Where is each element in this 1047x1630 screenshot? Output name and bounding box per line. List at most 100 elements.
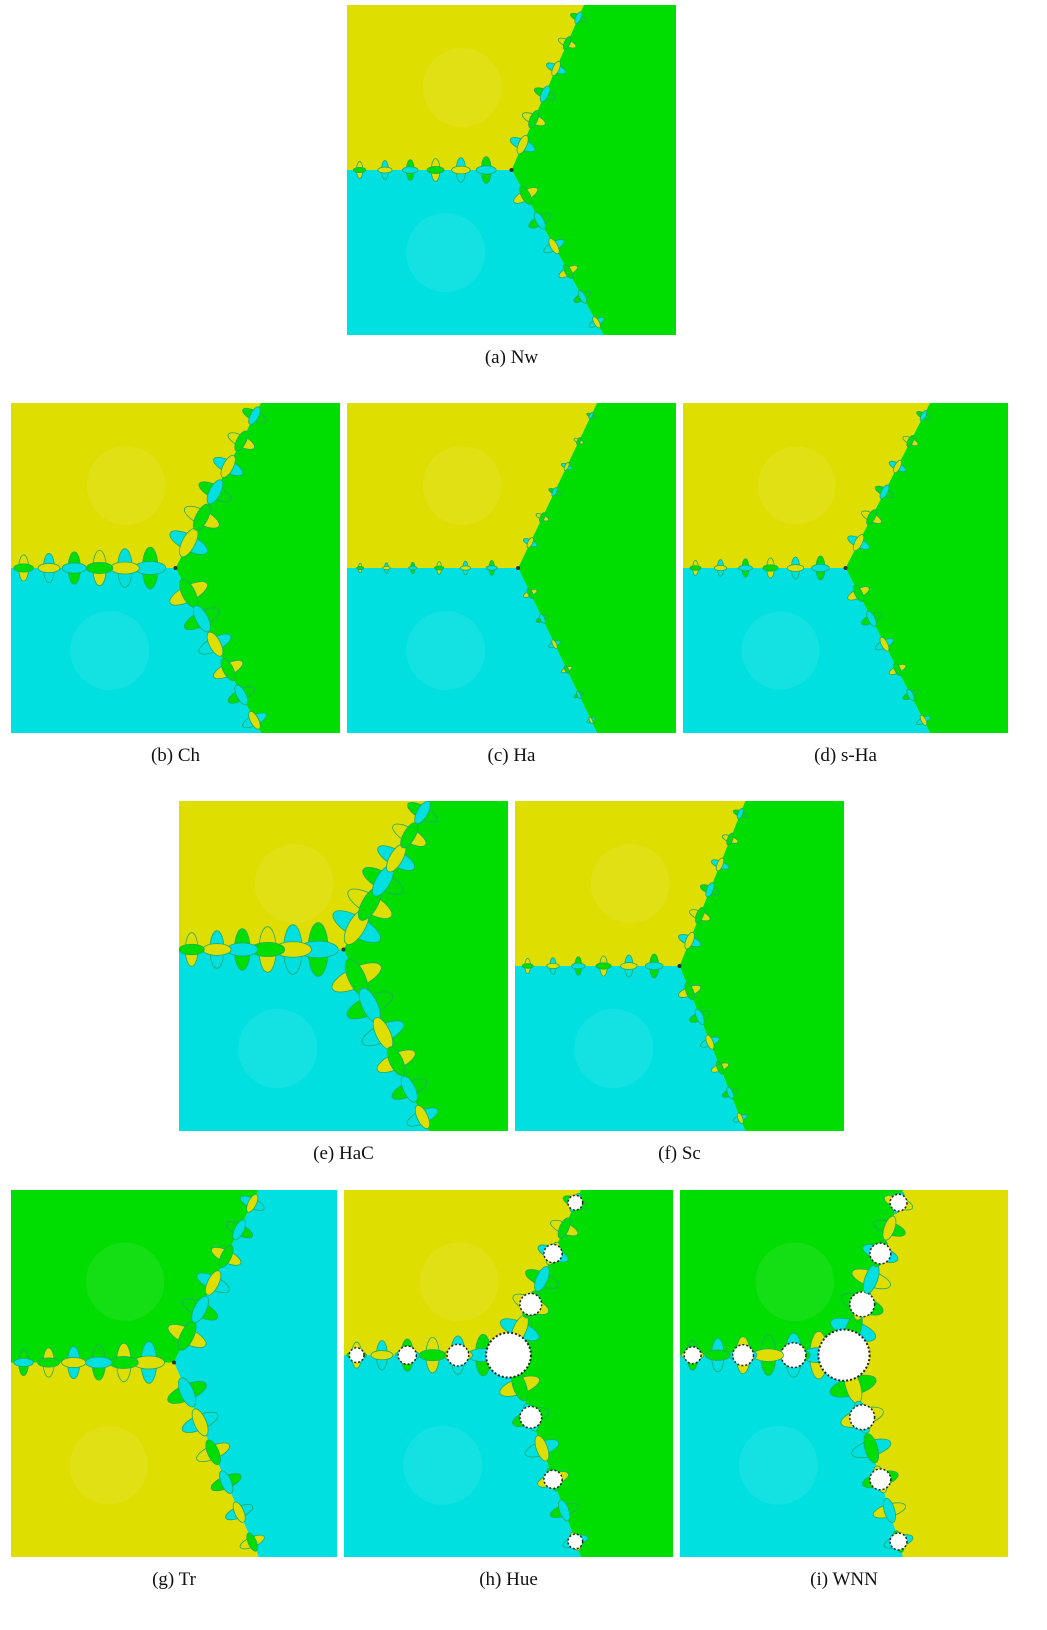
center-point [342, 948, 346, 952]
petal [14, 564, 34, 572]
center-point [844, 566, 848, 570]
petal [486, 566, 497, 571]
petal [596, 963, 611, 969]
petal [812, 564, 830, 571]
petal [419, 1350, 446, 1361]
hole [733, 1345, 754, 1366]
petal [705, 1350, 730, 1360]
hole [850, 1405, 875, 1430]
shade [420, 1242, 499, 1321]
caption: (i) WNN [679, 1569, 1009, 1591]
shade [739, 1426, 818, 1505]
hole [447, 1344, 469, 1366]
basin-image [680, 1190, 1008, 1557]
hole [684, 1347, 701, 1364]
caption: (c) Ha [347, 745, 677, 767]
figure-page: (a) Nw (b) Ch (c) Ha(d) s-Ha (e) HaC (f) Sc (… [0, 0, 1047, 1630]
hole [520, 1406, 542, 1428]
hole [890, 1533, 907, 1550]
basin-image [11, 1190, 337, 1557]
shade [406, 213, 485, 292]
petal [357, 567, 364, 570]
petal [203, 944, 231, 956]
petal [787, 565, 804, 572]
hole [870, 1469, 891, 1490]
petal [62, 1357, 86, 1367]
hole [568, 1534, 583, 1549]
petal [460, 566, 470, 570]
petal [476, 166, 496, 174]
hole [520, 1293, 542, 1315]
petal [353, 167, 366, 172]
shade [255, 844, 334, 923]
basin-image [347, 5, 676, 335]
petal [452, 166, 471, 174]
shade [87, 446, 166, 525]
petal [110, 562, 139, 574]
shade [574, 1009, 653, 1088]
petal [621, 963, 638, 970]
petal [86, 562, 113, 573]
petal [763, 565, 778, 571]
hole [568, 1195, 583, 1210]
center-point [172, 1360, 176, 1364]
caption: (d) s-Ha [681, 745, 1011, 767]
petal [371, 1351, 393, 1360]
petal [714, 565, 727, 570]
petal [179, 944, 204, 955]
shade [70, 1426, 148, 1504]
petal [85, 1357, 112, 1368]
basin-image [344, 1190, 673, 1557]
petal [522, 964, 533, 969]
petal [14, 1358, 34, 1366]
petal [38, 563, 60, 572]
shade [406, 611, 485, 690]
petal [739, 565, 753, 571]
hole [349, 1348, 364, 1363]
shade [591, 844, 670, 923]
petal [378, 167, 392, 173]
shade [238, 1009, 317, 1088]
hole [544, 1470, 562, 1488]
hole [544, 1244, 562, 1262]
basin-image [347, 403, 676, 733]
petal [571, 963, 585, 969]
caption: (a) Nw [347, 347, 677, 369]
center-point [510, 168, 514, 172]
shade [70, 611, 149, 690]
caption: (b) Ch [11, 745, 341, 767]
petal [62, 563, 86, 573]
shade [86, 1243, 164, 1321]
petal [690, 566, 701, 571]
basin-image [683, 403, 1008, 733]
caption: (f) Sc [515, 1143, 845, 1165]
caption: (g) Tr [9, 1569, 339, 1591]
basin-image [515, 801, 844, 1131]
petal [402, 167, 418, 174]
hole [781, 1343, 806, 1368]
petal [427, 166, 444, 173]
center-point [818, 1330, 869, 1381]
basin-image [179, 801, 508, 1131]
petal [109, 1356, 138, 1368]
petal [408, 566, 417, 570]
caption: (h) Hue [344, 1569, 674, 1591]
hole [870, 1243, 891, 1264]
center-point [678, 964, 682, 968]
center-point [174, 566, 178, 570]
petal [434, 566, 444, 570]
hole [850, 1292, 875, 1317]
caption: (e) HaC [179, 1143, 509, 1165]
petal [753, 1349, 783, 1362]
shade [758, 447, 836, 525]
center-point [516, 566, 520, 570]
shade [423, 446, 502, 525]
petal [645, 962, 663, 969]
petal [547, 963, 560, 968]
basin-image [11, 403, 340, 733]
petal [383, 566, 391, 569]
hole [398, 1346, 416, 1364]
shade [403, 1426, 482, 1505]
center-point [486, 1333, 531, 1378]
shade [423, 48, 502, 127]
